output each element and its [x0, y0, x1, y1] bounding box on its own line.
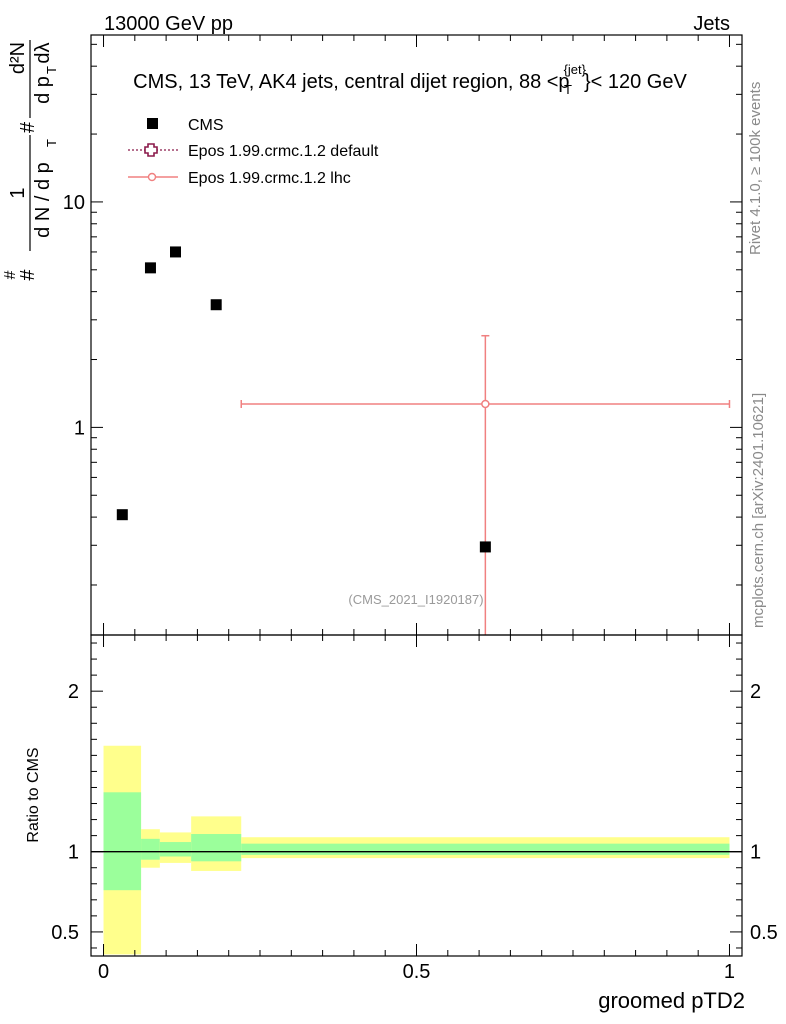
svg-text:T: T [44, 66, 59, 74]
svg-text:d²N: d²N [7, 42, 29, 74]
y-tick-label-ratio-right: 2 [750, 681, 761, 703]
rivet-label: Rivet 4.1.0, ≥ 100k events [747, 82, 764, 255]
chart-title: CMS, 13 TeV, AK4 jets, central dijet reg… [133, 62, 687, 97]
legend-marker-cms [147, 118, 158, 129]
svg-text:#: # [17, 121, 39, 133]
legend-label-epos-lhc: Epos 1.99.crmc.1.2 lhc [188, 170, 351, 187]
ratio-band-green [141, 838, 160, 860]
cms-point [479, 541, 491, 553]
cms-point [170, 246, 182, 258]
epos-lhc-point [240, 334, 731, 635]
ratio-frame [90, 634, 743, 957]
svg-text:1: 1 [7, 187, 29, 198]
ratio-band-green [103, 792, 142, 891]
ratio-panel: 0 0.5 1 0.5 0.5 1 1 2 2 [51, 634, 778, 983]
analysis-watermark: (CMS_2021_I1920187) [348, 592, 483, 607]
legend-marker-epos-lhc [147, 172, 157, 182]
x-tick-label: 0.5 [403, 961, 431, 983]
svg-text:#: # [2, 270, 19, 279]
y-tick-label-ratio: 2 [68, 681, 79, 703]
x-axis-label: groomed pTD2 [598, 988, 745, 1013]
y-tick-label-ratio-right: 1 [750, 842, 761, 864]
cms-point [144, 262, 156, 274]
cms-point [116, 509, 128, 521]
y-tick-label-main: 1 [74, 417, 85, 439]
ratio-band-green [159, 842, 192, 857]
svg-text:#: # [17, 269, 39, 281]
legend-label-cms: CMS [188, 117, 224, 134]
y-axis-label-ratio: Ratio to CMS [25, 747, 42, 842]
mcplots-label: mcplots.cern.ch [arXiv:2401.10621] [750, 393, 767, 628]
legend-label-epos-default: Epos 1.99.crmc.1.2 default [188, 143, 379, 160]
y-tick-label-ratio-right: 0.5 [750, 922, 778, 944]
y-tick-label-ratio: 0.5 [51, 922, 79, 944]
cms-point [210, 299, 222, 311]
epos-lhc-marker [481, 399, 490, 409]
svg-text:dλ: dλ [32, 42, 54, 63]
x-tick-label: 1 [724, 961, 735, 983]
svg-text:T: T [44, 139, 59, 147]
ratio-band-green [191, 834, 242, 862]
y-axis-label-main: # # 1 d N / d p T # d²N d p T dλ [2, 40, 59, 281]
header-right: Jets [693, 13, 730, 35]
y-tick-label-main: 10 [63, 192, 85, 214]
main-panel: 1 10 CMS, 13 TeV, AK4 jets, central dijet… [63, 34, 743, 636]
svg-text:d N / d p: d N / d p [32, 162, 54, 238]
header-left: 13000 GeV pp [104, 13, 233, 35]
ratio-band-green [241, 843, 730, 855]
legend-marker-epos-default [144, 143, 158, 157]
y-tick-label-ratio: 1 [68, 842, 79, 864]
svg-text:d p: d p [32, 76, 54, 104]
x-tick-label: 0 [98, 961, 109, 983]
legend: CMS Epos 1.99.crmc.1.2 default Epos 1.99… [128, 117, 379, 187]
